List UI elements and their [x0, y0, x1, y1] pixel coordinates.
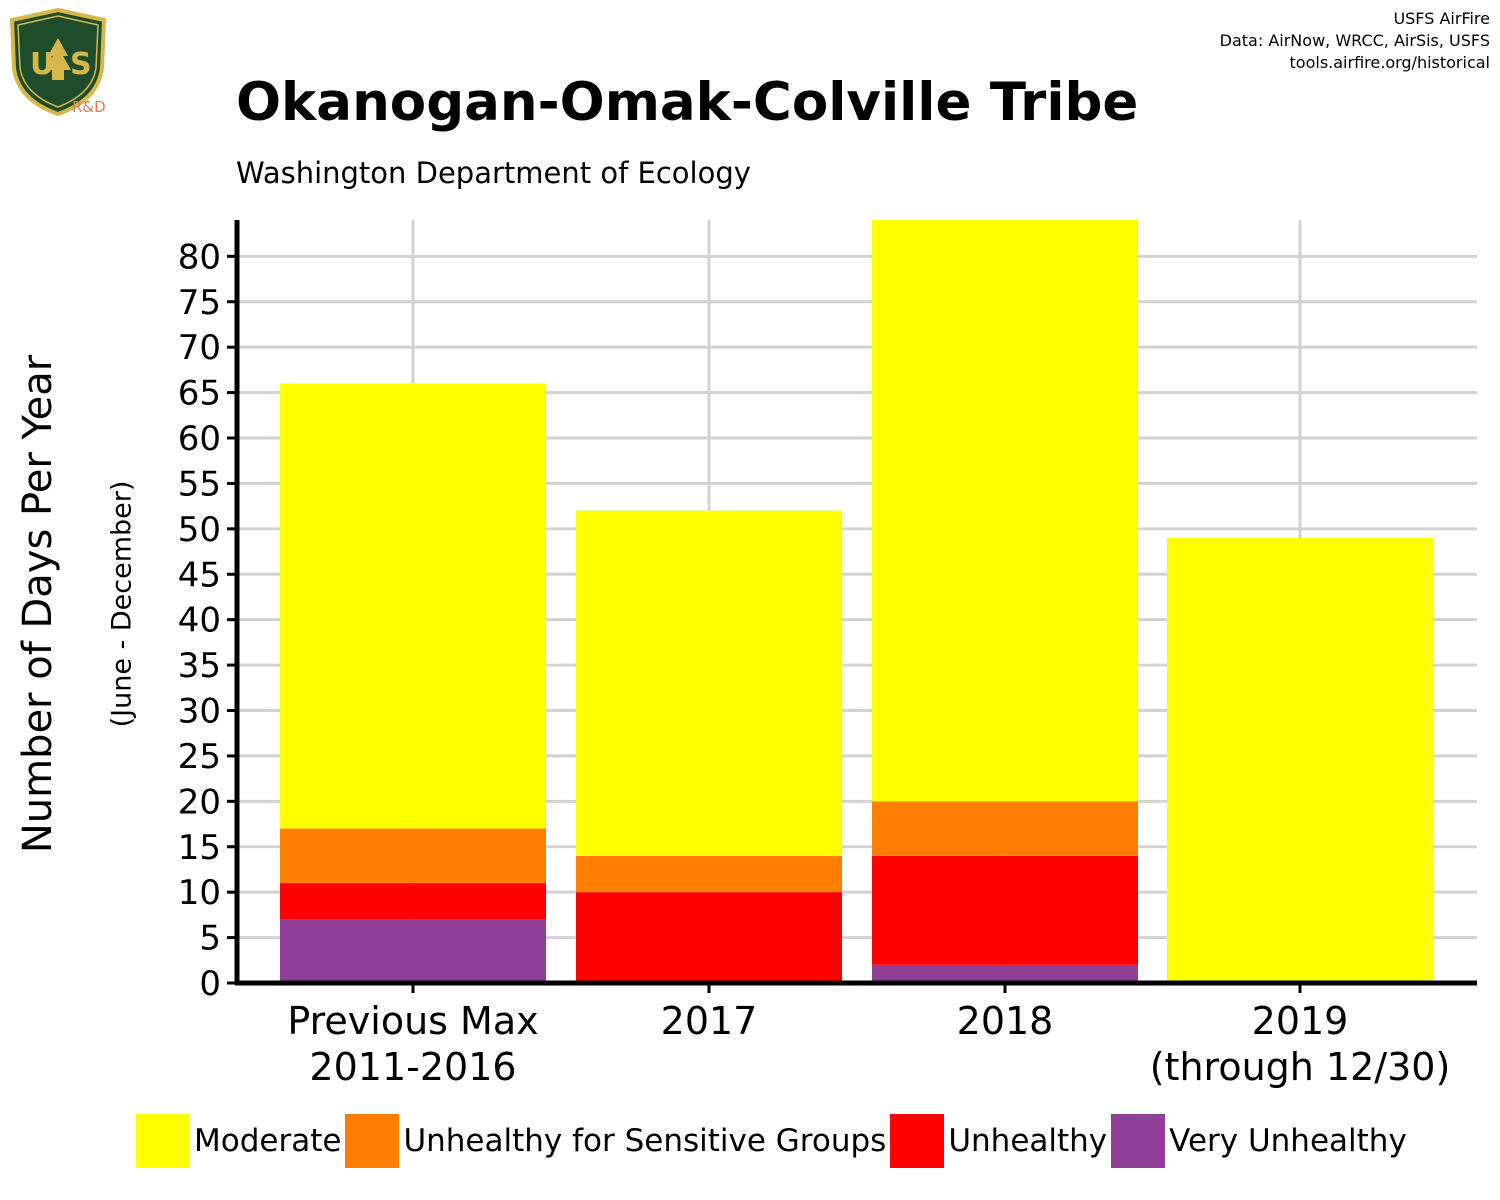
bar-segment [280, 828, 546, 884]
credit-line: Data: AirNow, WRCC, AirSis, USFS [1219, 31, 1490, 50]
bar-segment [872, 855, 1138, 965]
y-tick-label: 35 [178, 646, 221, 686]
y-tick-label: 25 [178, 737, 221, 777]
bar-segment [576, 892, 842, 983]
y-tick-label: 0 [199, 964, 221, 1004]
bar-segment [280, 383, 546, 829]
y-tick-label: 5 [199, 919, 221, 959]
x-tick-label: 2018 [957, 999, 1054, 1043]
y-tick-label: 10 [178, 873, 221, 913]
credits-block: USFS AirFire Data: AirNow, WRCC, AirSis,… [1220, 8, 1490, 74]
y-tick-label: 30 [178, 692, 221, 732]
x-tick-label: 2011-2016 [309, 1045, 516, 1089]
y-tick-label: 65 [178, 374, 221, 414]
legend-item: Unhealthy [890, 1114, 1107, 1168]
legend-swatch [1111, 1114, 1166, 1168]
y-tick-label: 70 [178, 328, 221, 368]
x-tick-label: Previous Max [287, 999, 538, 1043]
legend-label: Very Unhealthy [1169, 1123, 1407, 1159]
y-tick-label: 75 [178, 283, 221, 323]
y-tick-label: 55 [178, 464, 221, 504]
y-tick-label: 20 [178, 782, 221, 822]
legend-item: Moderate [136, 1114, 341, 1168]
credit-line: tools.airfire.org/historical [1289, 53, 1490, 72]
legend-item: Very Unhealthy [1111, 1114, 1407, 1168]
svg-text:S: S [70, 47, 92, 82]
credit-line: USFS AirFire [1393, 9, 1490, 28]
bar-segment [872, 220, 1138, 802]
y-tick-label: 15 [178, 828, 221, 868]
bar-segment [872, 964, 1138, 983]
y-tick-label: 50 [178, 510, 221, 550]
chart-legend: Moderate Unhealthy for Sensitive Groups Un… [136, 1114, 1411, 1168]
y-tick-label: 60 [178, 419, 221, 459]
usfs-shield-logo: U S [9, 8, 107, 117]
legend-label: Unhealthy for Sensitive Groups [403, 1123, 887, 1159]
x-tick-label: 2019 [1252, 999, 1349, 1043]
bar-segment [872, 801, 1138, 856]
chart-subtitle: Washington Department of Ecology [236, 156, 751, 190]
bar-segment [576, 855, 842, 893]
x-tick-label: (through 12/30) [1150, 1045, 1451, 1089]
legend-item: Unhealthy for Sensitive Groups [345, 1114, 886, 1168]
bar-segment [280, 919, 546, 983]
legend-swatch [136, 1114, 190, 1168]
legend-label: Moderate [194, 1123, 342, 1159]
bar-segment [280, 883, 546, 920]
chart-title: Okanogan-Omak-Colville Tribe [236, 72, 1139, 133]
bar-segment [1167, 537, 1433, 983]
logo-rd-text: R&D [72, 98, 106, 116]
x-tick-label: 2017 [661, 999, 758, 1043]
legend-swatch [345, 1114, 400, 1168]
y-tick-label: 80 [178, 237, 221, 277]
bar-segment [576, 510, 842, 856]
legend-swatch [890, 1114, 945, 1168]
y-tick-label: 45 [178, 555, 221, 595]
legend-label: Unhealthy [948, 1123, 1108, 1159]
y-tick-label: 40 [178, 601, 221, 641]
